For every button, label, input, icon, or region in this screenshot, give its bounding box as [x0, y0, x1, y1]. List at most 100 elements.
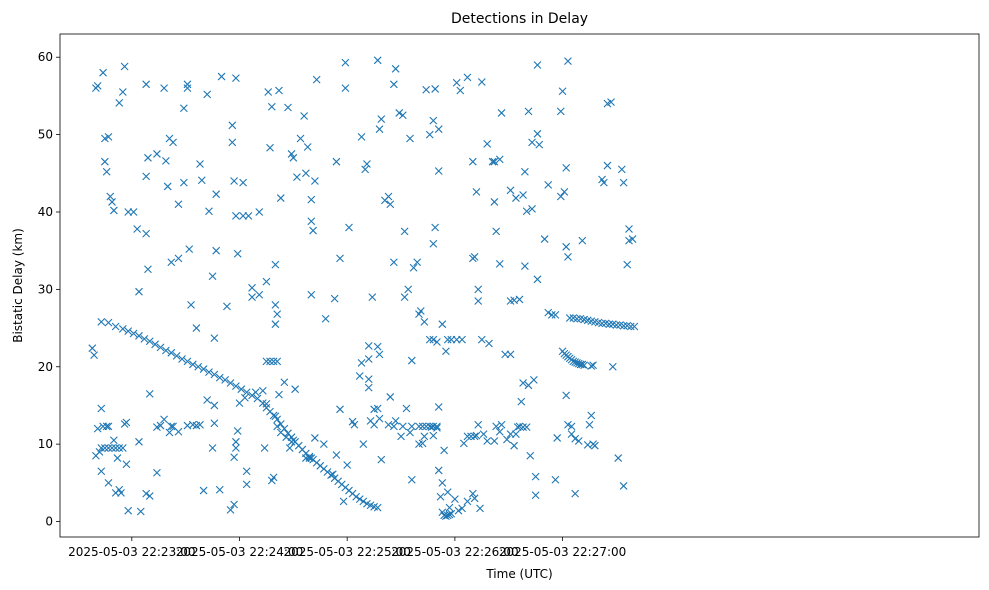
data-point — [483, 139, 492, 148]
data-point — [205, 368, 213, 377]
data-point — [551, 311, 560, 319]
data-point — [524, 107, 533, 116]
data-point — [425, 422, 434, 431]
y-tick-label: 60 — [38, 50, 53, 64]
data-point — [145, 492, 154, 500]
y-axis-label: Bistatic Delay (km) — [11, 228, 25, 343]
data-point — [156, 343, 165, 352]
data-point — [364, 383, 373, 392]
data-point — [452, 78, 461, 87]
data-point — [429, 239, 438, 248]
data-point — [520, 167, 529, 176]
data-point — [273, 415, 282, 424]
data-point — [341, 84, 350, 93]
data-point — [368, 293, 377, 301]
data-point — [503, 435, 511, 444]
data-point — [208, 444, 217, 452]
data-point — [93, 424, 102, 433]
data-point — [142, 229, 151, 238]
data-point — [217, 72, 226, 81]
data-point — [519, 423, 527, 432]
data-point — [102, 422, 111, 431]
data-point — [490, 157, 499, 166]
data-point — [567, 422, 576, 431]
data-point — [332, 451, 341, 459]
data-point — [398, 422, 407, 431]
data-point — [269, 473, 278, 482]
data-point — [522, 423, 531, 432]
data-point — [422, 85, 431, 94]
data-point — [422, 422, 431, 431]
data-point — [104, 422, 113, 431]
data-point — [118, 444, 127, 452]
data-point — [630, 322, 639, 331]
data-point — [280, 378, 289, 387]
data-point — [187, 300, 195, 309]
data-point — [398, 111, 407, 120]
data-point — [212, 246, 221, 255]
data-point — [562, 391, 571, 400]
data-point — [276, 420, 285, 428]
data-point — [433, 338, 441, 346]
data-point — [97, 317, 106, 326]
data-point — [135, 331, 143, 340]
data-point — [197, 176, 206, 185]
data-point — [192, 324, 201, 332]
data-points — [88, 56, 639, 520]
data-point — [232, 444, 240, 452]
data-point — [160, 415, 168, 424]
data-point — [336, 405, 344, 414]
data-point — [406, 134, 414, 143]
data-point — [395, 109, 404, 117]
data-point — [100, 444, 109, 452]
data-point — [458, 335, 466, 344]
data-point — [506, 186, 515, 195]
data-point — [585, 420, 594, 429]
data-point — [221, 376, 230, 384]
data-point — [551, 475, 560, 484]
data-point — [515, 295, 524, 304]
data-point — [436, 492, 445, 501]
data-point — [389, 422, 398, 431]
data-point — [212, 190, 221, 199]
data-point — [258, 386, 267, 395]
data-point — [271, 320, 280, 329]
data-point — [553, 434, 562, 442]
x-tick-label: 2025-05-03 22:24:00 — [176, 545, 303, 559]
data-point — [370, 420, 378, 429]
data-point — [526, 451, 535, 460]
data-point — [302, 169, 310, 178]
data-point — [312, 75, 321, 84]
data-point — [183, 80, 192, 89]
data-point — [266, 143, 274, 152]
data-point — [336, 254, 344, 263]
data-point — [614, 454, 623, 462]
data-point — [402, 404, 411, 413]
data-point — [512, 430, 520, 438]
data-point — [210, 419, 219, 428]
data-point — [564, 252, 572, 261]
data-point — [215, 373, 224, 382]
data-point — [413, 258, 422, 267]
data-point — [269, 357, 278, 366]
data-point — [438, 320, 447, 329]
data-point — [273, 357, 282, 366]
data-point — [384, 420, 393, 429]
data-point — [169, 138, 177, 147]
data-point — [196, 420, 204, 429]
data-point — [373, 404, 382, 413]
data-point — [293, 173, 301, 182]
data-point — [275, 390, 283, 399]
data-point — [248, 391, 256, 400]
data-point — [226, 379, 235, 387]
data-point — [433, 422, 441, 431]
data-point — [450, 495, 459, 503]
data-point — [479, 430, 488, 438]
data-point — [145, 389, 154, 398]
data-point — [612, 321, 621, 329]
data-point — [415, 422, 423, 431]
data-point — [520, 262, 529, 271]
data-point — [210, 401, 219, 410]
